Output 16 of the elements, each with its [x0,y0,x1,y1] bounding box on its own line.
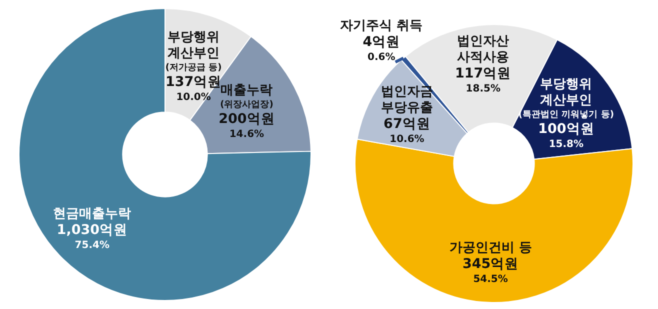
data-label: 345억원 54.5% [462,256,519,286]
data-label: 137억원 10.0% [165,74,222,103]
slice-label: 부당행위 계산부인 (저가공급 등) [165,30,222,74]
slice-label: 법인자금 부당유출 [380,84,433,116]
slice-label: 매출누락 (위장사업장) [220,83,274,110]
slice-label: 현금매출누락 [53,206,132,222]
data-label: 1,030억원 75.4% [56,222,128,252]
slice-label: 부당행위 계산부인 (특관법인 끼워넣기 등) [518,77,614,120]
slice-label: 법인자산 사적사용 [457,34,510,65]
data-label: 200억원 14.6% [218,110,275,140]
data-label: 117억원 18.5% [455,65,512,95]
slice-label: 가공인건비 등 [449,240,532,256]
data-label: 4억원 0.6% [362,34,400,64]
data-label: 67억원 10.6% [384,116,430,146]
data-label: 100억원 15.8% [538,120,594,150]
slice-label: 자기주식 취득 [340,18,423,34]
